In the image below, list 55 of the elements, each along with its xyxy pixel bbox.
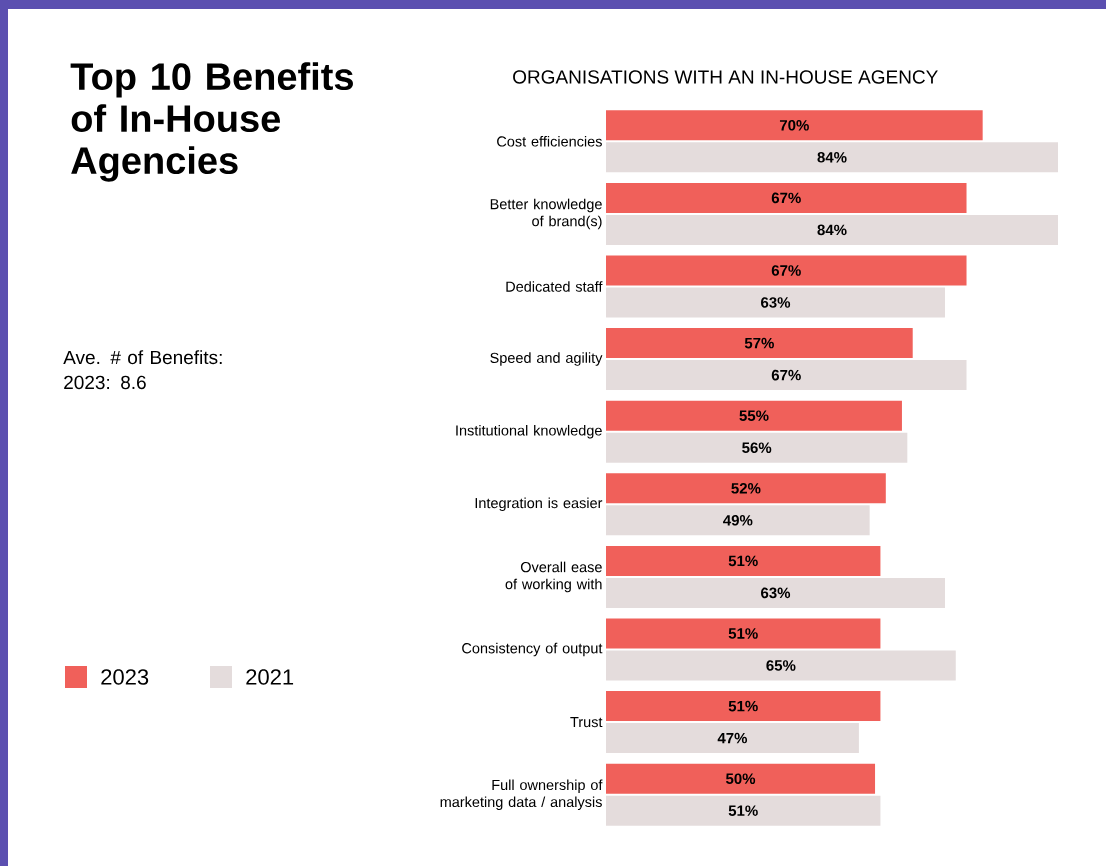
y-tick-label: Speed and agility — [490, 352, 603, 366]
bar — [606, 618, 881, 649]
legend-label: 2023 — [101, 669, 149, 685]
data-label: 52% — [731, 482, 761, 494]
data-label: 47% — [717, 732, 748, 744]
text: Ave. # of Benefits: 2023: 8.6 — [63, 350, 222, 390]
data-label: 50% — [725, 773, 756, 784]
data-label: 67% — [771, 192, 801, 204]
bar — [606, 545, 881, 576]
chart-subtitle: ORGANISATIONS WITH AN IN-HOUSE AGENCY — [513, 70, 938, 84]
bar — [606, 287, 945, 318]
data-label: 49% — [723, 514, 753, 526]
bar — [606, 577, 945, 608]
data-label: 51% — [728, 700, 758, 712]
y-tick-label: Full ownership of marketing data / analysis — [440, 779, 603, 810]
data-label: 51% — [728, 628, 758, 639]
bar — [606, 691, 881, 722]
y-tick-label: Dedicated staff — [506, 281, 603, 292]
bar — [606, 505, 870, 536]
data-label: 63% — [761, 587, 791, 599]
data-label: 84% — [817, 151, 847, 163]
data-label: 67% — [771, 369, 801, 381]
bar — [606, 360, 967, 391]
bar — [606, 255, 967, 286]
y-tick-label: Better knowledge of brand(s) — [490, 198, 602, 230]
y-tick-label: Overall ease of working with — [505, 561, 602, 593]
bar — [606, 723, 859, 754]
data-label: 70% — [779, 119, 809, 131]
bar — [606, 214, 1058, 245]
bar — [606, 473, 886, 504]
bar — [606, 142, 1058, 173]
data-label: 84% — [817, 224, 847, 236]
y-tick-label: Cost efficiencies — [497, 135, 602, 147]
text: Top 10 Benefits of In-House Agencies — [70, 62, 353, 182]
data-label: 51% — [728, 805, 758, 816]
y-tick-label: Trust — [570, 717, 603, 728]
data-label: 67% — [771, 265, 801, 276]
data-label: 55% — [739, 410, 769, 421]
y-tick-label: Consistency of output — [462, 642, 603, 657]
bar — [606, 182, 967, 213]
bar — [606, 110, 983, 141]
bar — [606, 400, 902, 431]
bar — [606, 795, 881, 826]
data-label: 51% — [728, 555, 758, 567]
bar — [606, 650, 956, 681]
legend-label: 2021 — [246, 669, 294, 685]
bar — [606, 432, 908, 463]
y-tick-label: Institutional knowledge — [456, 424, 602, 439]
bar — [606, 328, 913, 359]
data-label: 65% — [766, 660, 796, 671]
bar — [606, 763, 876, 794]
y-tick-label: Integration is easier — [475, 497, 603, 512]
data-label: 56% — [742, 442, 772, 453]
data-label: 63% — [761, 297, 791, 308]
data-label: 57% — [744, 337, 774, 349]
